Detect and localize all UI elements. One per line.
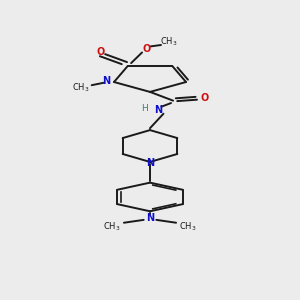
Text: CH$_3$: CH$_3$ [103, 220, 121, 233]
Text: N: N [102, 76, 110, 86]
Text: CH$_3$: CH$_3$ [179, 220, 196, 233]
Text: O: O [142, 44, 150, 54]
Text: N: N [154, 105, 163, 115]
Text: CH$_3$: CH$_3$ [72, 81, 89, 94]
Text: O: O [96, 47, 104, 57]
Text: H: H [141, 104, 148, 113]
Text: CH$_3$: CH$_3$ [160, 36, 177, 48]
Text: N: N [146, 158, 154, 168]
Text: N: N [146, 213, 154, 223]
Text: O: O [201, 93, 209, 103]
